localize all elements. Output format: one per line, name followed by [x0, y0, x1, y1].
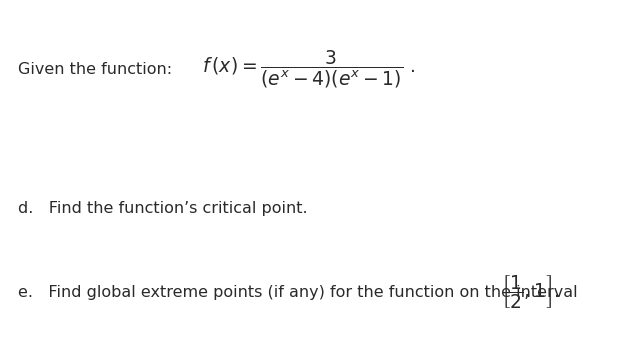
Text: d.   Find the function’s critical point.: d. Find the function’s critical point.	[18, 201, 308, 216]
Text: e.   Find global extreme points (if any) for the function on the interval: e. Find global extreme points (if any) f…	[18, 285, 577, 300]
Text: $\left[\dfrac{1}{2},1\right]$$.$: $\left[\dfrac{1}{2},1\right]$$.$	[501, 273, 559, 311]
Text: Given the function:: Given the function:	[18, 62, 172, 77]
Text: $f\,(x)=\dfrac{3}{(e^x-4)(e^x-1)}\ .$: $f\,(x)=\dfrac{3}{(e^x-4)(e^x-1)}\ .$	[202, 49, 415, 90]
